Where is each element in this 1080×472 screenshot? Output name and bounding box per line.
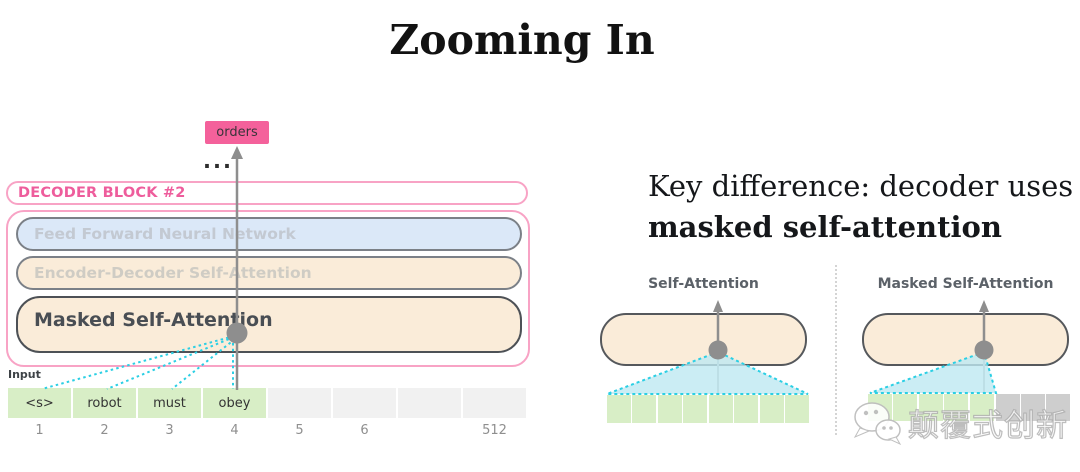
mini-token-cell-masked xyxy=(996,394,1020,421)
layer-encoder-decoder-attention: Encoder-Decoder Self-Attention xyxy=(16,256,522,290)
layer-encoder-decoder-attention-label: Encoder-Decoder Self-Attention xyxy=(34,264,312,282)
wechat-icon xyxy=(853,402,902,445)
position-number: 2 xyxy=(100,423,109,438)
input-token-cell-empty xyxy=(463,388,526,418)
input-token-cell: <s> xyxy=(8,388,71,418)
decoder-block-label: DECODER BLOCK #2 xyxy=(18,185,186,201)
input-token-cell: robot xyxy=(73,388,136,418)
output-token-badge: orders xyxy=(205,121,269,144)
mini-token-cell-masked xyxy=(1021,394,1045,421)
mini-token-cell xyxy=(893,394,917,421)
mini-token-cell xyxy=(658,395,682,423)
input-token-cell-empty xyxy=(268,388,331,418)
watermark-text: 颠覆式创新 xyxy=(907,407,1068,444)
self-attention-block xyxy=(600,313,807,366)
position-number: 3 xyxy=(165,423,174,438)
mini-token-cell xyxy=(944,394,968,421)
input-token-cell: obey xyxy=(203,388,266,418)
position-number: 1 xyxy=(35,423,44,438)
input-token-cell-empty xyxy=(333,388,396,418)
mini-token-cell xyxy=(632,395,656,423)
layer-masked-self-attention-label: Masked Self-Attention xyxy=(34,309,273,331)
key-difference-line2: masked self-attention xyxy=(648,210,1002,244)
position-number: 5 xyxy=(295,423,304,438)
layer-feed-forward: Feed Forward Neural Network xyxy=(16,217,522,251)
key-difference-text: Key difference: decoder uses masked self… xyxy=(648,166,1073,248)
key-difference-line1: Key difference: decoder uses xyxy=(648,169,1074,203)
masked-self-attention-title: Masked Self-Attention xyxy=(877,276,1054,292)
mini-token-cell xyxy=(683,395,707,423)
mini-token-cell xyxy=(919,394,943,421)
layer-masked-self-attention: Masked Self-Attention xyxy=(16,296,522,353)
layer-feed-forward-label: Feed Forward Neural Network xyxy=(34,225,296,243)
ellipsis-label: ... xyxy=(203,149,233,173)
input-token-cell: must xyxy=(138,388,201,418)
decoder-block-label-pill: DECODER BLOCK #2 xyxy=(6,181,528,205)
mini-token-cell xyxy=(734,395,758,423)
position-number: 6 xyxy=(360,423,369,438)
mini-token-cell xyxy=(709,395,733,423)
position-number: 512 xyxy=(482,423,507,438)
position-number: 4 xyxy=(230,423,239,438)
mini-token-cell xyxy=(607,395,631,423)
input-token-cell-empty xyxy=(398,388,461,418)
masked-self-attention-block xyxy=(862,313,1069,366)
mini-token-cell xyxy=(785,395,809,423)
mini-token-cell xyxy=(760,395,784,423)
self-attention-title: Self-Attention xyxy=(648,276,759,292)
input-label: Input xyxy=(8,368,41,381)
mini-token-cell-masked xyxy=(1046,394,1070,421)
mini-token-cell xyxy=(970,394,994,421)
slide-title: Zooming In xyxy=(389,16,655,64)
watermark: 颠覆式创新 xyxy=(851,399,1068,445)
vertical-dotted-divider xyxy=(835,265,837,435)
